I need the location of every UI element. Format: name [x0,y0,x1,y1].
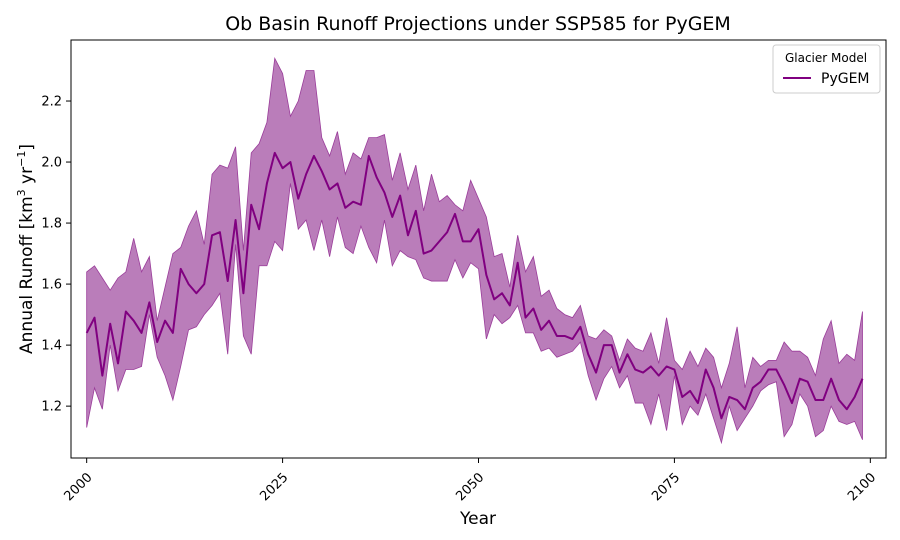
y-tick-label: 1.2 [41,400,62,415]
legend-box [772,44,881,94]
y-tick-label: 2.2 [41,95,62,110]
y-tick-label: 2.0 [41,156,62,171]
series-line-pygem [85,151,864,420]
x-tick-label: 2050 [453,470,487,504]
x-tick-label: 2075 [649,470,683,504]
x-tick-label: 2100 [845,470,879,504]
chart-title: Ob Basin Runoff Projections under SSP585… [225,13,731,35]
x-tick-label: 2000 [61,470,95,504]
y-tick-label: 1.8 [41,217,62,232]
y-axis: 1.2 1.4 1.6 1.8 2.0 2.2 [41,95,71,415]
y-axis-label: Annual Runoff [km3 yr−1] [15,144,37,354]
legend-title: Glacier Model [785,51,867,65]
plot-area [85,56,864,445]
x-tick-label: 2025 [257,470,291,504]
x-axis: 2000 2025 2050 2075 2100 [61,458,879,504]
x-axis-label: Year [459,509,496,529]
y-tick-label: 1.4 [41,339,62,354]
uncertainty-band [86,56,863,445]
y-axis-label-main: Annual Runoff [km [17,196,37,354]
y-axis-label-sup2: −1 [15,151,28,167]
legend: Glacier Model PyGEM [772,44,881,94]
y-axis-label-mid: yr [17,167,37,189]
legend-entry-pygem: PyGEM [821,71,870,87]
y-axis-label-end: ] [17,144,37,151]
y-tick-label: 1.6 [41,278,62,293]
y-axis-label-sup1: 3 [15,189,28,196]
